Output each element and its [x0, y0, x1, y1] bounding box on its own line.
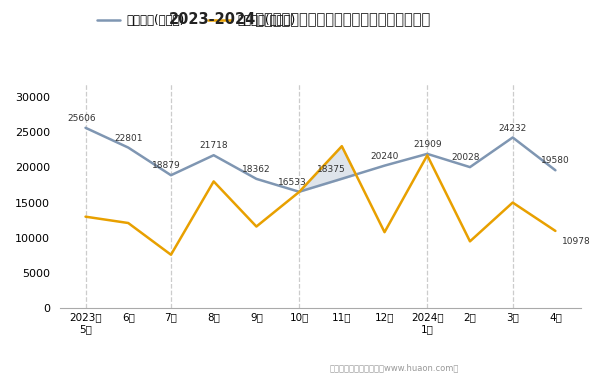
进口总额(万美元): [552, 229, 559, 233]
Legend: 出口总额(万美元), 进口总额(万美元): 出口总额(万美元), 进口总额(万美元): [92, 10, 301, 32]
Text: 10978: 10978: [562, 237, 591, 246]
出口总额(万美元): [338, 176, 346, 181]
Line: 出口总额(万美元): 出口总额(万美元): [86, 128, 555, 192]
出口总额(万美元): [82, 126, 89, 130]
Line: 进口总额(万美元): 进口总额(万美元): [86, 146, 555, 255]
进口总额(万美元): [423, 153, 431, 158]
进口总额(万美元): [125, 221, 132, 225]
进口总额(万美元): [210, 179, 217, 183]
进口总额(万美元): [381, 230, 388, 235]
出口总额(万美元): [210, 153, 217, 158]
出口总额(万美元): [125, 145, 132, 150]
Text: 16533: 16533: [279, 178, 307, 187]
进口总额(万美元): [82, 214, 89, 219]
进口总额(万美元): [295, 190, 302, 194]
Text: 21718: 21718: [199, 141, 228, 150]
Text: 25606: 25606: [67, 114, 96, 123]
出口总额(万美元): [509, 135, 516, 140]
进口总额(万美元): [338, 144, 346, 149]
Text: 18879: 18879: [152, 161, 181, 170]
进口总额(万美元): [509, 200, 516, 205]
出口总额(万美元): [423, 152, 431, 156]
Text: 19580: 19580: [541, 156, 570, 165]
Text: 20028: 20028: [452, 153, 480, 162]
出口总额(万美元): [167, 173, 174, 177]
进口总额(万美元): [167, 253, 174, 257]
Text: 24232: 24232: [498, 124, 527, 133]
进口总额(万美元): [467, 239, 474, 244]
出口总额(万美元): [295, 190, 302, 194]
Text: 20240: 20240: [370, 152, 399, 161]
出口总额(万美元): [467, 165, 474, 169]
Text: 18375: 18375: [317, 165, 346, 174]
Text: 制图：华经产业研究院（www.huaon.com）: 制图：华经产业研究院（www.huaon.com）: [329, 363, 459, 372]
出口总额(万美元): [381, 163, 388, 168]
Text: 18362: 18362: [242, 165, 271, 174]
Text: 2023-2024年鞍山市商品收发货人所在地进、出口额统计: 2023-2024年鞍山市商品收发货人所在地进、出口额统计: [168, 11, 431, 26]
出口总额(万美元): [253, 177, 260, 181]
出口总额(万美元): [552, 168, 559, 173]
进口总额(万美元): [253, 224, 260, 229]
Text: 21909: 21909: [413, 140, 441, 149]
Text: 22801: 22801: [114, 133, 143, 143]
